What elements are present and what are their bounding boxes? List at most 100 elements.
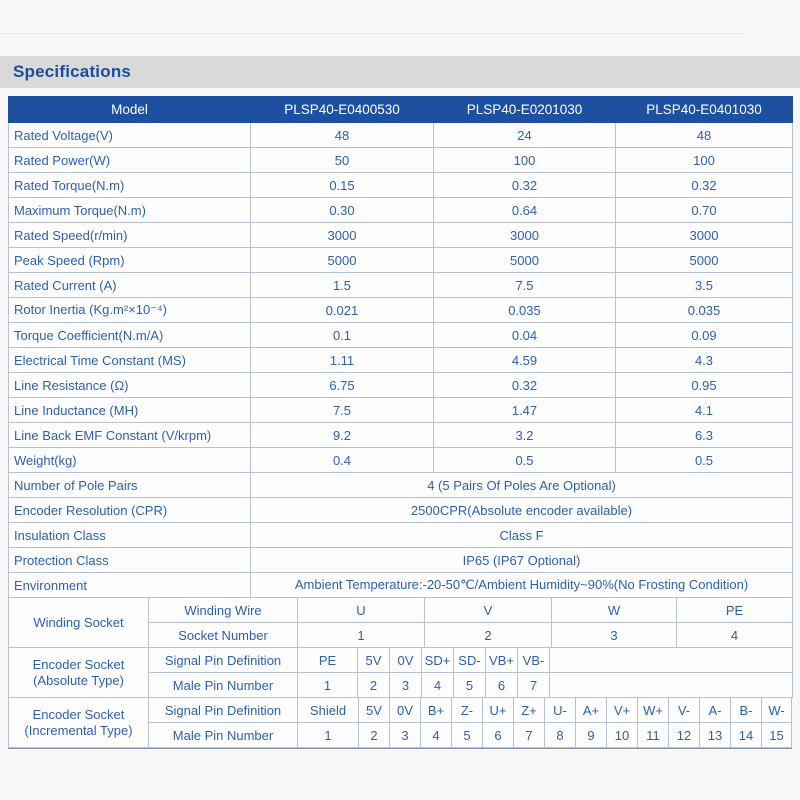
spec-value: 9.2 bbox=[250, 422, 434, 448]
spec-merged-value: 2500CPR(Absolute encoder available) bbox=[250, 497, 793, 523]
spec-label: Number of Pole Pairs bbox=[8, 472, 251, 498]
pin-cell: 3 bbox=[551, 622, 677, 648]
spec-row: Rated Voltage(V) 48 24 48 bbox=[8, 122, 793, 148]
pin-cell: U- bbox=[544, 697, 576, 723]
spec-value: 1.11 bbox=[250, 347, 434, 373]
spec-value: 0.32 bbox=[615, 172, 793, 198]
spec-row: Rotor Inertia (Kg.m²×10⁻⁴) 0.021 0.035 0.03… bbox=[8, 297, 793, 323]
spec-value: 4.1 bbox=[615, 397, 793, 423]
spec-value: 0.4 bbox=[250, 447, 434, 473]
model-name-cell: PLSP40-E0400530 bbox=[250, 96, 434, 123]
pin-cell: 5V bbox=[358, 697, 390, 723]
empty-cell bbox=[549, 647, 793, 673]
spec-row: Peak Speed (Rpm) 5000 5000 5000 bbox=[8, 247, 793, 273]
encoder-absolute-table: Encoder Socket (Absolute Type) Signal Pin… bbox=[8, 647, 793, 698]
spec-value: 5000 bbox=[615, 247, 793, 273]
top-divider-line bbox=[0, 33, 745, 34]
pin-cell: V- bbox=[668, 697, 700, 723]
spec-row: Electrical Time Constant (MS) 1.11 4.59 4.3 bbox=[8, 347, 793, 373]
spec-value: 0.30 bbox=[250, 197, 434, 223]
pin-cell: 4 bbox=[676, 622, 793, 648]
pin-cell: SD+ bbox=[421, 647, 454, 673]
spec-merged-value: IP65 (IP67 Optional) bbox=[250, 547, 793, 573]
model-name-cell: PLSP40-E0401030 bbox=[615, 96, 793, 123]
spec-row: Line Back EMF Constant (V/krpm) 9.2 3.2 6.3 bbox=[8, 422, 793, 448]
spec-value: 4.59 bbox=[433, 347, 616, 373]
spec-value: 0.1 bbox=[250, 322, 434, 348]
sub-row-label: Signal Pin Definition bbox=[148, 647, 298, 673]
pin-cell: 15 bbox=[761, 722, 792, 748]
pin-cell: 9 bbox=[575, 722, 607, 748]
sub-row-label: Signal Pin Definition bbox=[148, 697, 298, 723]
pin-cell: 2 bbox=[358, 722, 390, 748]
empty-cell bbox=[549, 672, 793, 698]
spec-value: 7.5 bbox=[250, 397, 434, 423]
merged-spec-row: Protection Class IP65 (IP67 Optional) bbox=[8, 547, 793, 573]
pin-cell: 0V bbox=[389, 697, 421, 723]
encoder-absolute-table-label: Encoder Socket (Absolute Type) bbox=[8, 647, 149, 698]
spec-label: Insulation Class bbox=[8, 522, 251, 548]
pin-cell: U bbox=[297, 597, 425, 623]
pin-cell: Z- bbox=[451, 697, 483, 723]
spec-row: Rated Power(W) 50 100 100 bbox=[8, 147, 793, 173]
spec-label: Rated Power(W) bbox=[8, 147, 251, 173]
spec-value: 1.5 bbox=[250, 272, 434, 298]
pin-cell: VB+ bbox=[485, 647, 518, 673]
spec-label: Electrical Time Constant (MS) bbox=[8, 347, 251, 373]
pin-cell: 14 bbox=[730, 722, 762, 748]
spec-value: 3.2 bbox=[433, 422, 616, 448]
sub-row-label: Male Pin Number bbox=[148, 672, 298, 698]
pin-cell: 1 bbox=[297, 622, 425, 648]
spec-value: 100 bbox=[433, 147, 616, 173]
pin-cell: 6 bbox=[485, 672, 518, 698]
spec-label: Peak Speed (Rpm) bbox=[8, 247, 251, 273]
winding-socket-table-row: Winding Socket Winding Wire U V W PE bbox=[8, 597, 793, 648]
spec-value: 100 bbox=[615, 147, 793, 173]
spec-value: 24 bbox=[433, 122, 616, 148]
encoder-absolute-table-row: Encoder Socket (Absolute Type) Signal Pin… bbox=[8, 647, 793, 698]
spec-label: Environment bbox=[8, 572, 251, 598]
spec-value: 0.035 bbox=[433, 297, 616, 323]
pin-cell: V bbox=[424, 597, 552, 623]
spec-value: 0.15 bbox=[250, 172, 434, 198]
spec-label: Protection Class bbox=[8, 547, 251, 573]
spec-value: 3000 bbox=[433, 222, 616, 248]
pin-cell: 12 bbox=[668, 722, 700, 748]
model-name-cell: PLSP40-E0201030 bbox=[433, 96, 616, 123]
spec-label: Maximum Torque(N.m) bbox=[8, 197, 251, 223]
section-title: Specifications bbox=[13, 62, 132, 81]
spec-value: 6.3 bbox=[615, 422, 793, 448]
pin-cell: 5V bbox=[357, 647, 390, 673]
spec-row: Rated Speed(r/min) 3000 3000 3000 bbox=[8, 222, 793, 248]
spec-row: Rated Torque(N.m) 0.15 0.32 0.32 bbox=[8, 172, 793, 198]
winding-socket-table-row: Socket Number 1 2 3 4 bbox=[9, 622, 793, 648]
spec-label: Rated Current (A) bbox=[8, 272, 251, 298]
spec-value: 1.47 bbox=[433, 397, 616, 423]
pin-cell: W- bbox=[761, 697, 792, 723]
pin-cell: 7 bbox=[517, 672, 550, 698]
spec-label: Rated Torque(N.m) bbox=[8, 172, 251, 198]
pin-cell: 10 bbox=[606, 722, 638, 748]
merged-spec-row: Environment Ambient Temperature:-20-50℃/A… bbox=[8, 572, 793, 598]
spec-value: 0.5 bbox=[615, 447, 793, 473]
spec-merged-value: Ambient Temperature:-20-50℃/Ambient Humi… bbox=[250, 572, 793, 598]
spec-value: 0.32 bbox=[433, 372, 616, 398]
spec-row: Rated Current (A) 1.5 7.5 3.5 bbox=[8, 272, 793, 298]
pin-cell: W bbox=[551, 597, 677, 623]
spec-value: 3.5 bbox=[615, 272, 793, 298]
pin-cell: 7 bbox=[513, 722, 545, 748]
pin-cell: 4 bbox=[421, 672, 454, 698]
header-row: Model PLSP40-E0400530 PLSP40-E0201030 PLSP4… bbox=[8, 96, 793, 123]
encoder-incremental-table-row: Encoder Socket (Incremental Type) Signal … bbox=[8, 697, 792, 748]
pin-cell: U+ bbox=[482, 697, 514, 723]
sub-row-label: Male Pin Number bbox=[148, 722, 298, 748]
sub-row-label: Winding Wire bbox=[148, 597, 298, 623]
encoder-incremental-table: Encoder Socket (Incremental Type) Signal … bbox=[8, 697, 792, 748]
pin-cell: Z+ bbox=[513, 697, 545, 723]
spec-merged-value: Class F bbox=[250, 522, 793, 548]
pin-cell: 1 bbox=[297, 722, 359, 748]
pin-cell: 2 bbox=[424, 622, 552, 648]
pin-cell: Shield bbox=[297, 697, 359, 723]
pin-cell: PE bbox=[676, 597, 793, 623]
spec-value: 0.5 bbox=[433, 447, 616, 473]
